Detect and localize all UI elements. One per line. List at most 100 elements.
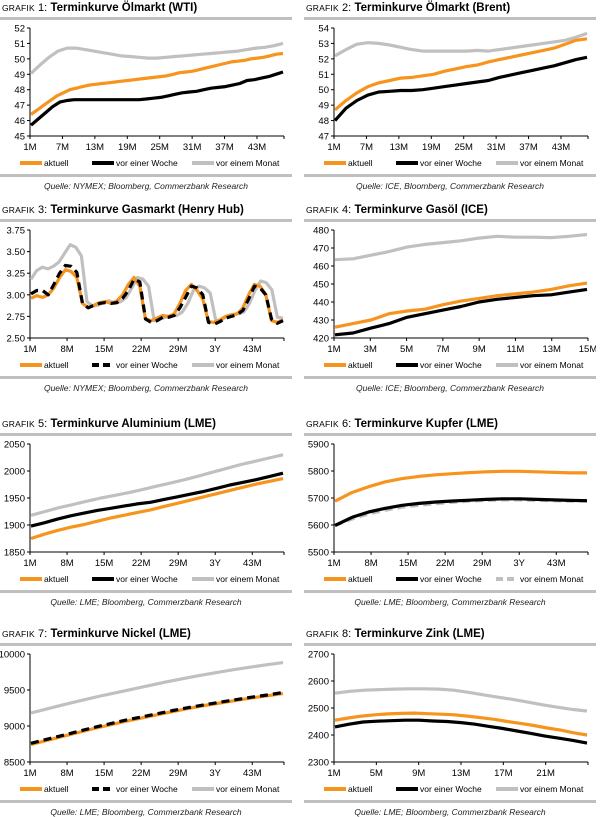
x-tick-label: 22M <box>132 768 151 779</box>
source-note: Quelle: LME; Bloomberg, Commerzbank Rese… <box>354 597 546 607</box>
x-tick-label: 25M <box>454 142 473 153</box>
x-tick-label: 9M <box>473 344 486 355</box>
title-separator <box>0 643 292 646</box>
y-tick-label: 5600 <box>308 521 329 532</box>
title-separator <box>304 433 596 436</box>
axes: 2300 2400 2500 2600 2700 1M 5M 9M 13M 17M 21M <box>308 650 589 779</box>
x-tick-label: 21M <box>536 768 555 779</box>
legend-swatch-monat <box>192 787 214 791</box>
x-tick-label: 13M <box>542 344 561 355</box>
source-note: Quelle: ICE; Bloomberg, Commerzbank Rese… <box>355 383 545 393</box>
y-tick-label: 1850 <box>4 548 25 559</box>
legend: aktuell vor einer Woche vor einem Monat <box>304 158 596 170</box>
legend-swatch-aktuell <box>324 161 346 165</box>
chart-title: GRAFIK 3: Terminkurve Gasmarkt (Henry Hu… <box>2 204 244 216</box>
y-tick-label: 48 <box>14 85 25 96</box>
chart-title: GRAFIK 2: Terminkurve Ölmarkt (Brent) <box>306 2 510 14</box>
legend-item-monat: vor einem Monat <box>496 360 583 370</box>
series-vor-einer-woche <box>334 287 588 337</box>
legend-label-monat: vor einem Monat <box>520 574 584 584</box>
x-tick-label: 31M <box>487 142 506 153</box>
legend-item-woche: vor einer Woche <box>92 574 178 584</box>
legend-label-woche: vor einer Woche <box>116 360 178 370</box>
legend-label-woche: vor einer Woche <box>420 158 482 168</box>
y-tick-label: 46 <box>14 116 25 127</box>
legend-swatch-monat <box>496 161 518 165</box>
title-separator <box>0 219 292 222</box>
legend: aktuell vor einer Woche vor einem Monat <box>0 158 292 170</box>
title-separator <box>304 219 596 222</box>
y-tick-label: 51 <box>14 39 25 50</box>
series-aktuell <box>30 692 284 746</box>
x-tick-label: 1M <box>23 142 36 153</box>
grafik-label: GRAFIK <box>2 205 35 215</box>
y-tick-label: 50 <box>14 54 25 65</box>
legend-label-aktuell: aktuell <box>44 158 69 168</box>
series-aktuell <box>30 477 284 541</box>
x-tick-label: 31M <box>183 142 202 153</box>
grafik-label: GRAFIK <box>306 629 339 639</box>
axes: 420 430 440 450 460 470 480 1M 3M 5M 7M 9M 11M 13M 15M <box>313 226 596 356</box>
x-tick-label: 25M <box>150 142 169 153</box>
series-vor-einer-woche <box>30 263 284 326</box>
y-tick-label: 10000 <box>0 650 25 661</box>
y-tick-label: 450 <box>313 280 329 291</box>
y-tick-label: 52 <box>14 24 25 35</box>
source-note: Quelle: LME; Bloomberg, Commerzbank Rese… <box>50 597 242 607</box>
x-tick-label: 29M <box>169 768 188 779</box>
legend-label-monat: vor einem Monat <box>520 784 584 794</box>
title-separator <box>304 17 596 20</box>
legend-item-woche: vor einer Woche <box>396 360 482 370</box>
y-tick-label: 3.75 <box>7 226 26 237</box>
legend-item-aktuell: aktuell <box>324 574 373 584</box>
x-tick-label: 15M <box>95 768 114 779</box>
x-tick-label: 7M <box>436 344 449 355</box>
y-tick-label: 2.75 <box>7 312 26 323</box>
legend-item-monat: vor einem Monat <box>496 158 583 168</box>
y-tick-label: 5900 <box>308 440 329 451</box>
source-separator <box>0 376 292 379</box>
series-vor-einem-monat <box>334 232 588 262</box>
series-vor-einer-woche <box>29 70 284 127</box>
line-chart: 420 430 440 450 460 470 480 1M 3M 5M 7M 9M 11M 13M 15M <box>313 226 596 356</box>
line-chart: 45 46 47 48 49 50 51 52 1M 7M 13M 19M 25M 31M 37M 43M <box>14 24 285 153</box>
chart-title-text: Terminkurve Ölmarkt (WTI) <box>50 2 198 14</box>
y-tick-label: 9000 <box>4 722 25 733</box>
legend-swatch-aktuell <box>20 787 42 791</box>
legend-swatch-woche <box>92 577 114 581</box>
legend-item-monat: vor einem Monat <box>496 574 583 584</box>
chart-title-text: Terminkurve Gasöl (ICE) <box>354 204 488 216</box>
legend-item-monat: vor einem Monat <box>192 574 279 584</box>
x-tick-label: 8M <box>364 558 377 569</box>
y-tick-label: 54 <box>318 24 329 35</box>
series-aktuell <box>30 51 284 116</box>
axes: 2.50 2.75 3.00 3.25 3.50 3.75 1M 8M 15M 22M 29M 3Y 4… <box>7 226 285 355</box>
grafik-number: 4: <box>342 204 352 216</box>
legend-swatch-monat <box>192 577 214 581</box>
series-vor-einer-woche <box>30 471 284 528</box>
legend-item-aktuell: aktuell <box>20 158 69 168</box>
x-tick-label: 5M <box>400 344 413 355</box>
legend-swatch-woche <box>92 787 114 791</box>
y-tick-label: 50 <box>318 85 329 96</box>
x-tick-label: 15M <box>95 558 114 569</box>
x-tick-label: 8M <box>60 344 73 355</box>
chart-title: GRAFIK 6: Terminkurve Kupfer (LME) <box>306 418 498 430</box>
line-chart: 1850 1900 1950 2000 2050 1M 8M 15M 22M 29M 3Y 43M <box>4 440 285 569</box>
chart-title: GRAFIK 5: Terminkurve Aluminium (LME) <box>2 418 216 430</box>
legend: aktuell vor einer Woche vor einem Monat <box>0 784 292 796</box>
grafik-number: 3: <box>38 204 48 216</box>
legend: aktuell vor einer Woche vor einem Monat <box>0 574 292 586</box>
y-tick-label: 420 <box>313 334 329 345</box>
x-tick-label: 3Y <box>209 558 221 569</box>
legend: aktuell vor einer Woche vor einem Monat <box>304 574 596 586</box>
x-tick-label: 1M <box>23 558 36 569</box>
y-tick-label: 2300 <box>308 758 329 769</box>
legend-label-woche: vor einer Woche <box>116 784 178 794</box>
y-tick-label: 51 <box>318 70 329 81</box>
series-aktuell <box>334 281 588 329</box>
series-aktuell <box>334 711 588 737</box>
legend-swatch-aktuell <box>324 787 346 791</box>
legend-item-aktuell: aktuell <box>324 158 373 168</box>
chart-title-text: Terminkurve Nickel (LME) <box>50 628 191 640</box>
